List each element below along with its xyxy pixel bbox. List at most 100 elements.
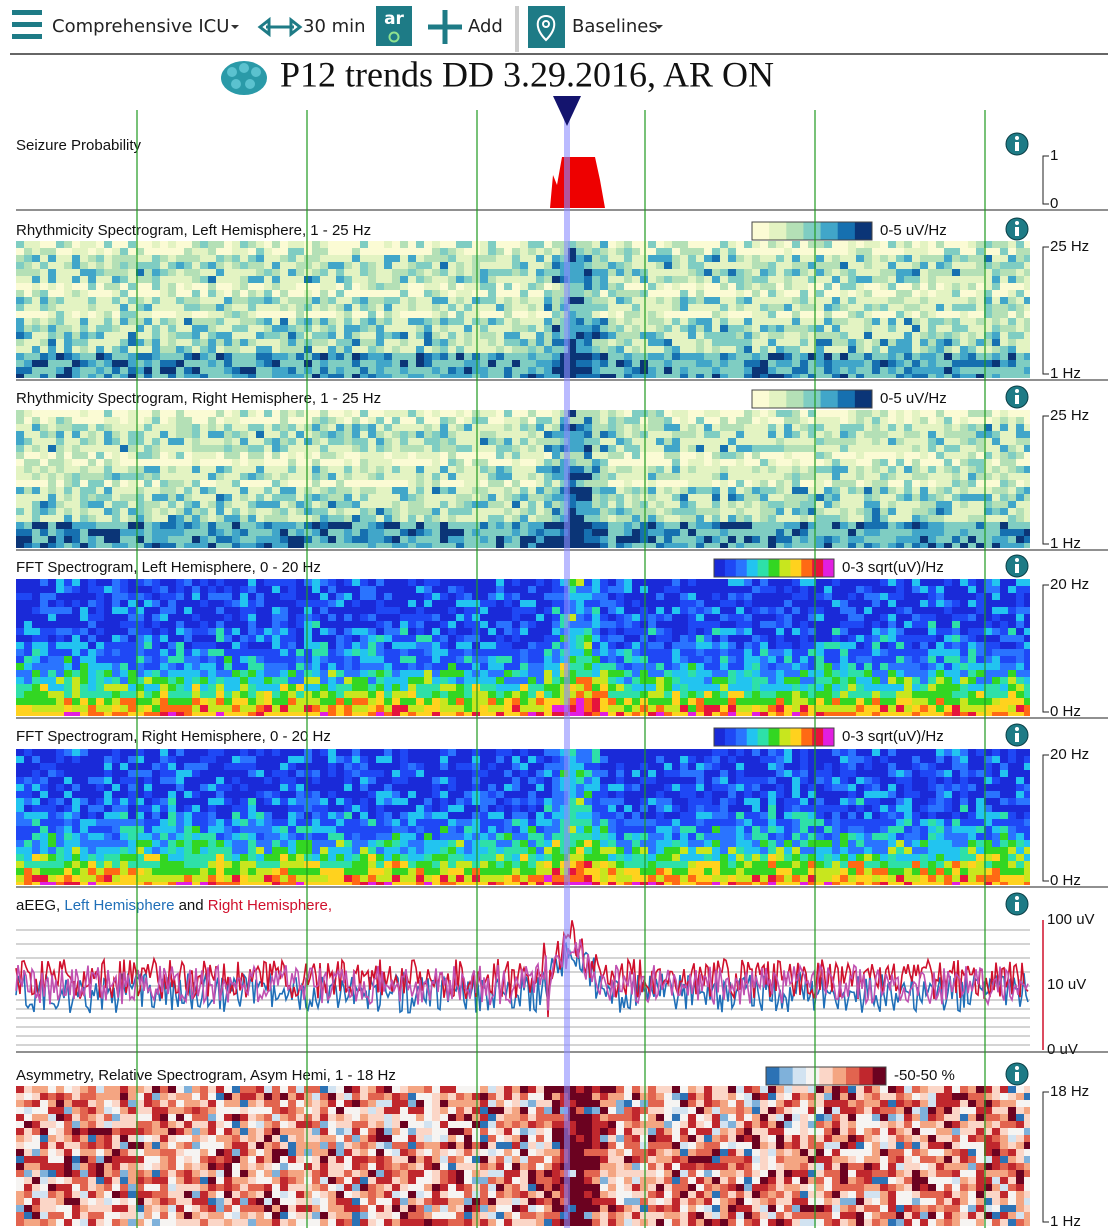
spectrogram-cell bbox=[384, 332, 392, 339]
spectrogram-cell bbox=[72, 367, 80, 374]
ar-toggle[interactable]: ar bbox=[376, 6, 412, 46]
montage-dropdown[interactable]: Comprehensive ICU bbox=[52, 16, 229, 37]
spectrogram-cell bbox=[416, 417, 424, 424]
spectrogram-cell bbox=[408, 276, 416, 283]
spectrogram-cell bbox=[104, 452, 112, 459]
spectrogram-cell bbox=[152, 332, 160, 339]
spectrogram-cell bbox=[240, 410, 248, 417]
spectrogram-cell bbox=[168, 410, 176, 417]
spectrogram-cell bbox=[760, 480, 768, 487]
spectrogram-cell bbox=[960, 410, 968, 417]
spectrogram-cell bbox=[864, 480, 872, 487]
spectrogram-cell bbox=[512, 501, 520, 508]
spectrogram-cell bbox=[72, 424, 80, 431]
spectrogram-cell bbox=[968, 262, 976, 269]
spectrogram-cell bbox=[520, 501, 528, 508]
spectrogram-cell bbox=[408, 248, 416, 255]
spectrogram-cell bbox=[880, 452, 888, 459]
spectrogram-cell bbox=[712, 501, 720, 508]
spectrogram-cell bbox=[880, 529, 888, 536]
spectrogram-cell bbox=[456, 360, 464, 367]
spectrogram-cell bbox=[128, 508, 136, 515]
spectrogram-cell bbox=[632, 473, 640, 480]
spectrogram-cell bbox=[584, 290, 592, 297]
spectrogram-cell bbox=[736, 304, 744, 311]
spectrogram-cell bbox=[840, 417, 848, 424]
spectrogram-cell bbox=[768, 360, 776, 367]
menu-button[interactable] bbox=[12, 10, 42, 39]
spectrogram-cell bbox=[200, 269, 208, 276]
spectrogram-cell bbox=[800, 262, 808, 269]
spectrogram-cell bbox=[344, 515, 352, 522]
spectrogram-cell bbox=[512, 459, 520, 466]
spectrogram-cell bbox=[600, 452, 608, 459]
spectrogram-cell bbox=[552, 424, 560, 431]
spectrogram-cell bbox=[128, 459, 136, 466]
spectrogram-cell bbox=[536, 473, 544, 480]
info-button[interactable] bbox=[1006, 133, 1028, 155]
spectrogram-cell bbox=[184, 501, 192, 508]
spectrogram-cell bbox=[784, 332, 792, 339]
spectrogram-cell bbox=[72, 508, 80, 515]
spectrogram-cell bbox=[904, 466, 912, 473]
spectrogram-cell bbox=[872, 346, 880, 353]
spectrogram-cell bbox=[224, 410, 232, 417]
spectrogram-cell bbox=[632, 431, 640, 438]
spectrogram-cell bbox=[224, 269, 232, 276]
spectrogram-cell bbox=[632, 353, 640, 360]
spectrogram-cell bbox=[760, 536, 768, 543]
spectrogram-cell bbox=[768, 262, 776, 269]
spectrogram-cell bbox=[264, 417, 272, 424]
spectrogram-cell bbox=[608, 248, 616, 255]
spectrogram-cell bbox=[152, 339, 160, 346]
spectrogram-cell bbox=[816, 353, 824, 360]
spectrogram-cell bbox=[416, 276, 424, 283]
spectrogram-cell bbox=[936, 515, 944, 522]
spectrogram-cell bbox=[536, 318, 544, 325]
spectrogram-cell bbox=[600, 522, 608, 529]
spectrogram-cell bbox=[472, 459, 480, 466]
spectrogram-cell bbox=[1000, 304, 1008, 311]
spectrogram-cell bbox=[456, 339, 464, 346]
spectrogram-cell bbox=[96, 276, 104, 283]
spectrogram-cell bbox=[752, 374, 760, 378]
spectrogram-cell bbox=[824, 445, 832, 452]
spectrogram-cell bbox=[224, 241, 232, 248]
spectrogram-cell bbox=[320, 367, 328, 374]
spectrogram-cell bbox=[464, 262, 472, 269]
info-button[interactable] bbox=[1006, 218, 1028, 240]
spectrogram-cell bbox=[544, 480, 552, 487]
spectrogram-cell bbox=[536, 466, 544, 473]
spectrogram-cell bbox=[32, 543, 40, 548]
add-button[interactable]: Add bbox=[428, 10, 503, 44]
spectrogram-cell bbox=[320, 332, 328, 339]
spectrogram-cell bbox=[664, 529, 672, 536]
spectrogram-cell bbox=[288, 410, 296, 417]
duration-button[interactable]: 30 min bbox=[260, 16, 366, 37]
spectrogram-cell bbox=[408, 290, 416, 297]
spectrogram-cell bbox=[944, 536, 952, 543]
spectrogram-cell bbox=[952, 515, 960, 522]
spectrogram bbox=[16, 410, 1030, 548]
spectrogram-cell bbox=[512, 515, 520, 522]
spectrogram-cell bbox=[72, 522, 80, 529]
spectrogram-cell bbox=[856, 325, 864, 332]
spectrogram-cell bbox=[920, 283, 928, 290]
spectrogram-cell bbox=[624, 438, 632, 445]
spectrogram-cell bbox=[312, 480, 320, 487]
spectrogram-cell bbox=[952, 445, 960, 452]
spectrogram-cell bbox=[832, 508, 840, 515]
spectrogram-cell bbox=[936, 459, 944, 466]
spectrogram-cell bbox=[688, 248, 696, 255]
spectrogram-cell bbox=[632, 276, 640, 283]
spectrogram-cell bbox=[576, 466, 584, 473]
spectrogram-cell bbox=[24, 501, 32, 508]
spectrogram-cell bbox=[16, 480, 24, 487]
spectrogram-cell bbox=[680, 255, 688, 262]
spectrogram-cell bbox=[960, 522, 968, 529]
spectrogram-cell bbox=[1016, 353, 1024, 360]
spectrogram-cell bbox=[264, 318, 272, 325]
spectrogram-cell bbox=[152, 508, 160, 515]
spectrogram-cell bbox=[368, 543, 376, 548]
baselines-dropdown[interactable]: Baselines bbox=[528, 6, 663, 48]
